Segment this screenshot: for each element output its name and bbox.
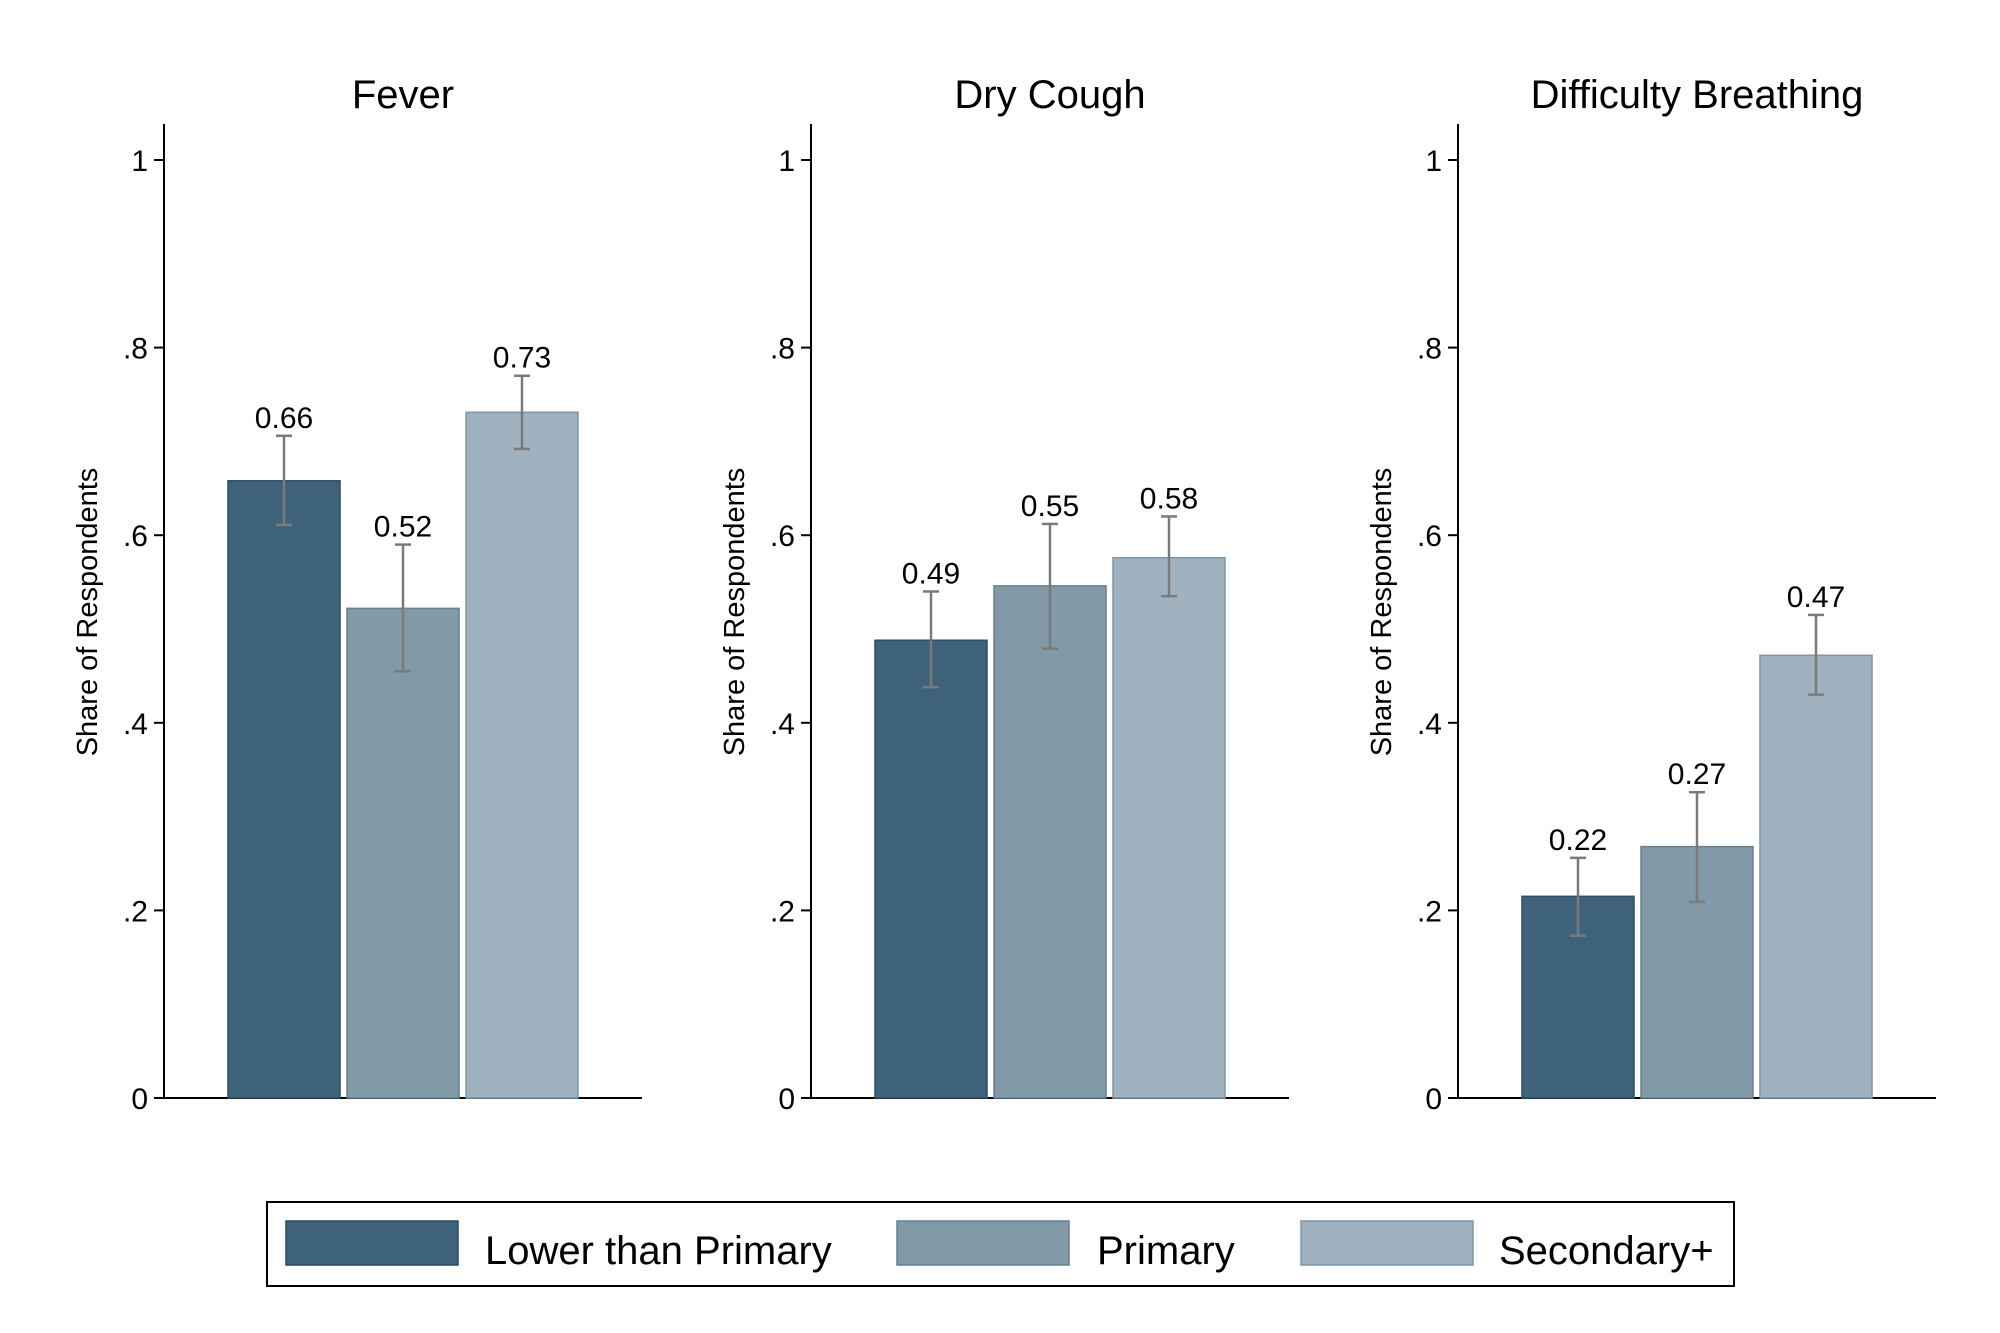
y-tick-label: .6	[770, 520, 795, 553]
y-tick-label: .6	[123, 520, 148, 553]
legend-label: Secondary+	[1499, 1229, 1714, 1273]
legend-swatch	[896, 1220, 1070, 1266]
y-tick-label: .4	[770, 708, 795, 741]
y-tick-label: .2	[123, 895, 148, 928]
data-label: 0.66	[255, 402, 313, 435]
error-bar	[1570, 856, 1586, 937]
y-tick-label: .4	[1417, 708, 1442, 741]
y-tick-label: .8	[1417, 333, 1442, 366]
y-tick-label: .2	[1417, 895, 1442, 928]
y-axis-label: Share of Respondents	[1366, 468, 1398, 757]
error-bar	[514, 374, 530, 451]
y-axis-label: Share of Respondents	[72, 468, 104, 757]
y-tick-label: 0	[131, 1083, 148, 1116]
data-label: 0.27	[1668, 758, 1726, 791]
bar	[1112, 556, 1226, 1099]
error-bar	[1689, 790, 1705, 904]
y-tick-label: .8	[770, 333, 795, 366]
y-tick-label: .8	[123, 333, 148, 366]
data-label: 0.52	[374, 511, 432, 544]
bar	[874, 639, 988, 1099]
legend-label: Primary	[1097, 1229, 1235, 1273]
y-tick-label: 1	[131, 145, 148, 178]
y-tick-label: 1	[778, 145, 795, 178]
panel-1: Dry Cough 0 .2 .4 .6 .8 1 Share of Respondents 0…	[719, 73, 1289, 1116]
legend-swatch	[1300, 1220, 1474, 1266]
y-tick-label: .4	[123, 708, 148, 741]
y-tick-label: 0	[778, 1083, 795, 1116]
panel-0: Fever 0 .2 .4 .6 .8 1 Share of Respondents 0.66 0…	[72, 73, 642, 1116]
chart-panels: Fever 0 .2 .4 .6 .8 1 Share of Respondents 0.66 0…	[72, 73, 1936, 1116]
y-tick-label: 1	[1425, 145, 1442, 178]
error-bar	[1161, 515, 1177, 598]
legend: Lower than Primary Primary Secondary+	[266, 1201, 1735, 1287]
legend-swatch	[285, 1220, 459, 1266]
y-tick-label: 0	[1425, 1083, 1442, 1116]
error-bar	[395, 543, 411, 673]
data-label: 0.73	[493, 342, 551, 375]
panel-title: Fever	[352, 73, 454, 117]
data-label: 0.47	[1787, 581, 1845, 614]
error-bar	[923, 590, 939, 689]
error-bar	[1808, 613, 1824, 696]
bar	[465, 411, 579, 1099]
panel-2: Difficulty Breathing 0 .2 .4 .6 .8 1 Share of R…	[1366, 73, 1936, 1116]
bar	[227, 480, 341, 1099]
data-label: 0.49	[902, 557, 960, 590]
bar	[1759, 654, 1873, 1099]
y-axis-label: Share of Respondents	[719, 468, 751, 757]
data-label: 0.22	[1549, 824, 1607, 857]
panel-title: Dry Cough	[954, 73, 1145, 117]
error-bar	[276, 434, 292, 527]
error-bar	[1042, 522, 1058, 650]
data-label: 0.58	[1140, 482, 1198, 515]
y-tick-label: .6	[1417, 520, 1442, 553]
bar	[993, 585, 1107, 1099]
data-label: 0.55	[1021, 490, 1079, 523]
bar	[346, 607, 460, 1099]
y-tick-label: .2	[770, 895, 795, 928]
legend-label: Lower than Primary	[485, 1229, 832, 1273]
panel-title: Difficulty Breathing	[1531, 73, 1864, 117]
